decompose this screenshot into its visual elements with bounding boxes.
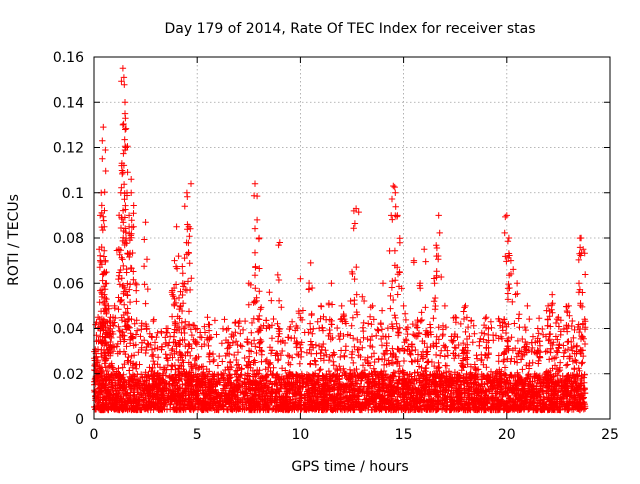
background-point <box>393 321 399 327</box>
background-point <box>270 316 276 322</box>
background-point <box>536 315 542 321</box>
background-point <box>293 340 299 346</box>
background-point <box>564 361 570 367</box>
background-point <box>461 316 467 322</box>
background-point <box>297 361 303 367</box>
background-point <box>502 364 508 370</box>
background-point <box>219 358 225 364</box>
background-point <box>232 319 238 325</box>
background-point <box>221 316 227 322</box>
background-point <box>210 358 216 364</box>
background-point <box>189 332 195 338</box>
background-point <box>315 319 321 325</box>
background-point <box>427 324 433 330</box>
background-point <box>111 319 117 325</box>
background-point <box>270 365 276 371</box>
background-point <box>409 359 415 365</box>
background-point <box>286 353 292 359</box>
background-point <box>311 357 317 363</box>
background-point <box>477 336 483 342</box>
background-point <box>427 321 433 327</box>
background-point <box>149 353 155 359</box>
background-point <box>219 340 225 346</box>
background-point <box>404 331 410 337</box>
background-point <box>285 334 291 340</box>
background-point <box>470 339 476 345</box>
background-point <box>216 353 222 359</box>
background-point <box>330 352 336 358</box>
background-point <box>197 329 203 335</box>
background-point <box>199 334 205 340</box>
background-point <box>237 330 243 336</box>
background-point <box>546 356 552 362</box>
background-point <box>361 320 367 326</box>
background-point <box>350 360 356 366</box>
background-point <box>116 328 122 334</box>
background-point <box>488 319 494 325</box>
background-point <box>488 325 494 331</box>
background-point <box>347 367 353 373</box>
background-point <box>212 317 218 323</box>
background-point <box>561 353 567 359</box>
background-point <box>530 360 536 366</box>
background-point <box>148 333 154 339</box>
background-point <box>458 321 464 327</box>
background-point <box>191 322 197 328</box>
background-point <box>164 330 170 336</box>
background-point <box>150 318 156 324</box>
background-point <box>569 318 575 324</box>
background-point <box>365 320 371 326</box>
background-point <box>154 330 160 336</box>
background-point <box>424 359 430 365</box>
background-point <box>557 359 563 365</box>
background-point <box>242 355 248 361</box>
background-point <box>350 335 356 341</box>
background-point <box>474 355 480 361</box>
background-point <box>536 330 542 336</box>
background-point <box>408 352 414 358</box>
background-point <box>269 335 275 341</box>
background-point <box>235 349 241 355</box>
background-point <box>473 352 479 358</box>
data-points <box>91 65 588 413</box>
background-point <box>437 352 443 358</box>
background-point <box>150 358 156 364</box>
background-point <box>427 344 433 350</box>
background-point <box>215 362 221 368</box>
background-point <box>582 341 588 347</box>
background-point <box>240 327 246 333</box>
background-point <box>579 359 585 365</box>
background-point <box>239 343 245 349</box>
background-point <box>511 320 517 326</box>
background-point <box>210 351 216 357</box>
background-point <box>350 315 356 321</box>
background-point <box>237 342 243 348</box>
background-point <box>496 358 502 364</box>
background-point <box>555 349 561 355</box>
background-point <box>547 349 553 355</box>
background-point <box>143 350 149 356</box>
background-point <box>334 325 340 331</box>
background-point <box>519 366 525 372</box>
background-point <box>294 340 300 346</box>
background-point <box>522 324 528 330</box>
background-point <box>565 346 571 352</box>
background-point <box>501 357 507 363</box>
background-point <box>337 354 343 360</box>
background-point <box>449 339 455 345</box>
background-point <box>367 337 373 343</box>
